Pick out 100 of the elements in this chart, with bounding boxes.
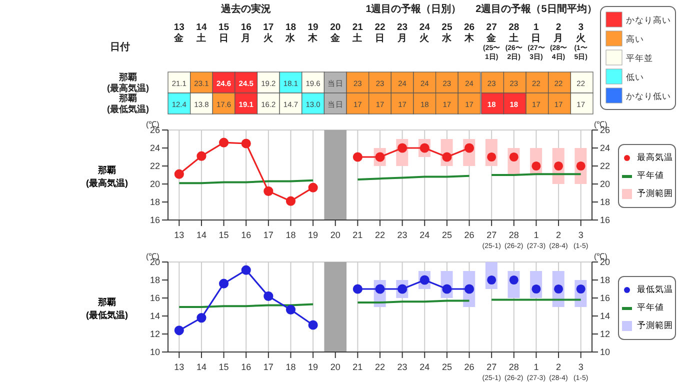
y2-tick-label: 10 <box>600 347 610 358</box>
point <box>532 161 541 171</box>
text: 那覇 (最高気温) <box>85 164 129 190</box>
x-tick-label: 17 <box>263 230 274 240</box>
x-tick-label: 27 (25-1) <box>482 230 501 250</box>
y2-tick-label: 22 <box>600 161 610 172</box>
x-tick-label: 3 (1-5) <box>573 230 588 250</box>
y-tick-label: 12 <box>150 329 160 340</box>
x-tick-label: 13 <box>174 362 184 372</box>
x-tick-label: 19 木 <box>307 22 320 44</box>
x-tick-label: 3 火 (1〜 5日) <box>574 22 588 61</box>
x-tick-label: 24 <box>420 230 430 240</box>
x-tick-label: 16 月 <box>240 22 252 44</box>
point <box>218 278 229 288</box>
category-label: 平年並 <box>626 53 653 63</box>
x-tick-label: 13 <box>174 230 184 240</box>
y-tick-label: 22 <box>150 161 160 172</box>
point <box>264 186 274 196</box>
category-label: 高い <box>626 34 644 44</box>
point <box>241 265 251 275</box>
y-tick-label: 18 <box>150 275 160 286</box>
x-tick-label: 18 <box>286 230 296 240</box>
x-tick-label: 1 (27-3) <box>526 362 546 382</box>
text: 2週目の予報（5日間平均） <box>476 3 597 15</box>
x-tick-label: 21 <box>352 362 363 372</box>
x-tick-label: 21 <box>352 230 363 240</box>
y-tick-label: 16 <box>150 293 160 304</box>
x-tick-label: 21 土 <box>352 22 364 44</box>
x-tick-label: 22 日 <box>374 22 386 44</box>
x-tick-label: 26 木 <box>463 22 476 44</box>
legend-label: 予測範囲 <box>637 320 673 332</box>
y2-tick-label: 24 <box>600 143 610 154</box>
point <box>286 196 296 206</box>
category-label: かなり高い <box>626 15 671 25</box>
x-tick-label: 14 <box>196 362 206 372</box>
y-tick-label: 14 <box>150 311 160 322</box>
legend-label: 平年値 <box>637 170 664 182</box>
point <box>352 152 362 162</box>
x-tick-label: 23 月 <box>396 22 408 44</box>
category-label: 低い <box>626 72 644 82</box>
x-tick-label: 2 月 (28〜 4日) <box>550 22 568 61</box>
x-tick-label: 25 <box>442 362 452 372</box>
x-tick-label: 23 <box>397 362 408 372</box>
x-tick-label: 20 <box>330 230 340 240</box>
point <box>196 151 206 161</box>
legend-label: 予測範囲 <box>637 188 673 200</box>
point <box>174 326 184 336</box>
legend-label: 最高気温 <box>637 152 673 164</box>
y-tick-label: 10 <box>150 347 160 358</box>
legend-label: 最低気温 <box>637 284 673 296</box>
legend-label: 平年値 <box>637 302 664 314</box>
y2-tick-label: 18 <box>600 197 610 208</box>
x-tick-label: 18 <box>286 362 296 372</box>
x-tick-label: 13 金 <box>173 22 186 44</box>
text: 1週目の予報（日別） <box>366 3 462 15</box>
x-tick-label: 22 <box>374 230 386 240</box>
x-tick-label: 14 <box>196 230 206 240</box>
y2-tick-label: 14 <box>600 311 610 322</box>
x-tick-label: 25 水 <box>440 22 453 44</box>
x-tick-label: 15 日 <box>218 22 230 44</box>
x-tick-label: 28 (26-2) <box>504 362 524 382</box>
y2-tick-label: 20 <box>600 179 610 190</box>
x-tick-label: 28 土 (26〜 2日) <box>505 22 522 61</box>
x-tick-label: 23 <box>397 230 408 240</box>
point <box>352 284 362 294</box>
point <box>174 169 184 179</box>
x-tick-label: 25 <box>442 230 452 240</box>
point <box>264 291 274 301</box>
x-tick-label: 20 <box>330 362 340 372</box>
x-tick-label: 14 土 <box>195 22 208 44</box>
y2-tick-label: 16 <box>600 293 610 304</box>
text: 那覇 (最低気温) <box>85 296 129 322</box>
x-tick-label: 24 火 <box>419 22 431 44</box>
x-tick-label: 24 <box>420 362 430 372</box>
y-tick-label: 24 <box>150 143 160 154</box>
y2-tick-label: 18 <box>600 275 610 286</box>
x-tick-label: 18 水 <box>284 22 297 44</box>
x-axis-title: 日付 <box>110 41 130 53</box>
x-tick-label: 3 (1-5) <box>573 362 588 382</box>
x-tick-label: 28 (26-2) <box>504 230 524 250</box>
y-tick-label: 18 <box>150 197 160 208</box>
y2-tick-label: 12 <box>600 329 610 340</box>
x-tick-label: 27 (25-1) <box>482 362 501 382</box>
x-tick-label: 2 (28-4) <box>549 362 568 382</box>
x-tick-label: 2 (28-4) <box>549 230 568 250</box>
point <box>218 138 229 148</box>
x-tick-label: 17 <box>263 362 274 372</box>
x-tick-label: 1 (27-3) <box>526 230 546 250</box>
point <box>286 304 296 314</box>
point <box>196 313 206 323</box>
category-label: かなり低い <box>626 91 671 101</box>
x-tick-label: 15 <box>218 362 229 372</box>
x-tick-label: 16 <box>241 230 252 240</box>
x-tick-label: 20 金 <box>329 22 342 44</box>
x-tick-label: 17 火 <box>263 22 274 44</box>
text: 過去の実況 <box>220 3 272 15</box>
point <box>308 320 318 330</box>
x-tick-label: 19 <box>308 230 318 240</box>
y-tick-label: 那覇 (最低気温) <box>107 93 149 114</box>
x-tick-label: 22 <box>374 362 386 372</box>
